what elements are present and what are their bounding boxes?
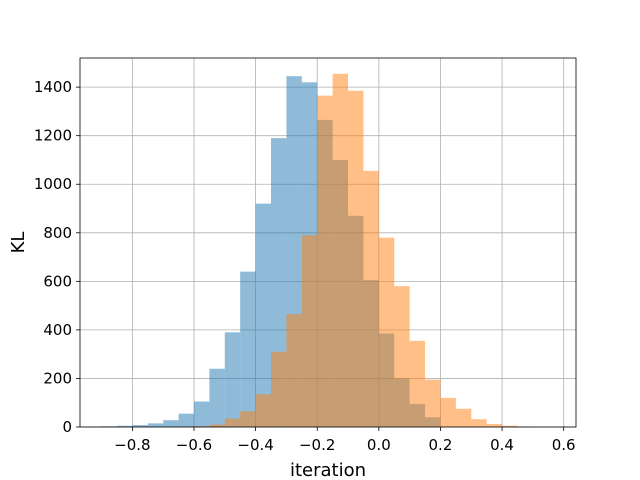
histogram-bar-series-1 [193, 401, 210, 427]
histogram-bar-series-2 [471, 419, 487, 427]
x-axis-label: iteration [290, 460, 366, 480]
histogram-bar-series-1 [178, 413, 194, 427]
x-tick-label: 0.0 [367, 436, 391, 454]
histogram-bar-series-2 [332, 73, 349, 427]
y-tick-label: 200 [43, 369, 72, 387]
y-tick-label: 800 [43, 224, 72, 242]
histogram-bar-series-2 [301, 235, 318, 427]
histogram-bar-series-2 [502, 425, 518, 427]
histogram-bar-series-1 [255, 203, 272, 427]
y-tick-label: 1000 [34, 175, 72, 193]
histogram-bar-series-2 [240, 411, 256, 427]
y-tick-label: 600 [43, 272, 72, 290]
histogram-bar-series-2 [286, 314, 302, 427]
y-tick-label: 1400 [34, 78, 72, 96]
histogram-bar-series-2 [455, 408, 472, 427]
histogram-bar-series-2 [224, 418, 241, 427]
histogram-bar-series-2 [255, 394, 272, 427]
histogram-bar-series-1 [132, 425, 148, 427]
histogram-bar-series-2 [394, 286, 410, 427]
histogram-bar-series-2 [378, 237, 395, 427]
histogram-bar-series-2 [425, 379, 441, 427]
y-axis-label: KL [8, 232, 29, 254]
axes: −0.8 −0.6 −0.4 −0.2 0.0 0.2 0.4 0.6 0 200 400 600 80… [34, 57, 577, 454]
histogram-bar-series-1 [116, 425, 133, 427]
y-tick-label: 1200 [34, 127, 72, 145]
histogram-bars [86, 73, 533, 428]
x-tick-label: −0.4 [237, 436, 273, 454]
histogram-bar-series-2 [409, 340, 426, 427]
histogram-bar-series-2 [209, 424, 225, 427]
histogram-bar-series-2 [440, 397, 456, 427]
x-tick-label: −0.6 [176, 436, 212, 454]
histogram-bar-series-1 [163, 420, 179, 427]
histogram-bar-series-2 [271, 351, 287, 427]
histogram-bar-series-2 [486, 424, 503, 427]
histogram-bar-series-1 [209, 368, 225, 427]
y-tick-label: 0 [62, 418, 72, 436]
histogram-bar-series-2 [317, 95, 333, 427]
x-tick-label: 0.2 [429, 436, 453, 454]
histogram-bar-series-1 [224, 332, 241, 427]
y-tick-label: 400 [43, 321, 72, 339]
x-tick-label: 0.4 [490, 436, 514, 454]
plot-frame [79, 57, 577, 428]
histogram-bar-series-1 [147, 423, 164, 427]
histogram-bar-series-1 [240, 271, 256, 427]
x-tick-label: −0.2 [299, 436, 335, 454]
histogram-bar-series-2 [348, 90, 364, 428]
histogram-bar-series-2 [363, 170, 379, 427]
x-tick-label: 0.6 [552, 436, 576, 454]
x-tick-label: −0.8 [114, 436, 150, 454]
